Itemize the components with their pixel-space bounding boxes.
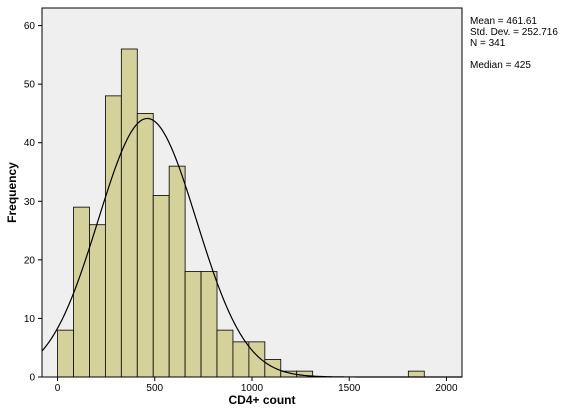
histogram-bar — [168, 165, 186, 378]
y-tick-label: 10 — [24, 314, 36, 325]
histogram-bar — [136, 113, 154, 378]
x-tick-label: 500 — [146, 383, 163, 394]
histogram-bar — [407, 370, 425, 378]
y-tick-label: 0 — [29, 373, 35, 384]
histogram-bar — [200, 271, 218, 378]
x-tick-label: 2000 — [435, 383, 458, 394]
histogram-bar — [89, 224, 106, 378]
stat-median: Median = 425 — [470, 60, 531, 71]
y-axis-title: Frequency — [5, 162, 19, 223]
y-tick-label: 30 — [24, 197, 36, 208]
stat-mean: Mean = 461.61 — [470, 16, 537, 27]
x-tick-label: 0 — [55, 383, 61, 394]
y-tick-label: 40 — [24, 138, 36, 149]
x-tick-label: 1000 — [241, 383, 264, 394]
histogram-bar — [232, 341, 250, 378]
histogram-bar — [120, 48, 138, 378]
x-tick-label: 1500 — [338, 383, 361, 394]
y-tick-label: 60 — [24, 21, 36, 32]
stat-n: N = 341 — [470, 38, 506, 49]
histogram-bar — [73, 206, 90, 378]
histogram-bar — [264, 359, 282, 378]
stat-std-dev: Std. Dev. = 252.716 — [470, 27, 558, 38]
y-tick-label: 20 — [24, 255, 36, 266]
histogram-bar — [57, 329, 74, 378]
histogram-bar — [248, 341, 266, 378]
y-tick-label: 50 — [24, 80, 36, 91]
histogram-bar — [104, 95, 122, 378]
x-axis-title: CD4+ count — [228, 393, 295, 407]
statistics-legend: Mean = 461.61 Std. Dev. = 252.716 N = 34… — [470, 16, 558, 71]
histogram-bar — [152, 195, 170, 378]
histogram-bar — [184, 271, 202, 378]
histogram-bar — [216, 329, 234, 378]
